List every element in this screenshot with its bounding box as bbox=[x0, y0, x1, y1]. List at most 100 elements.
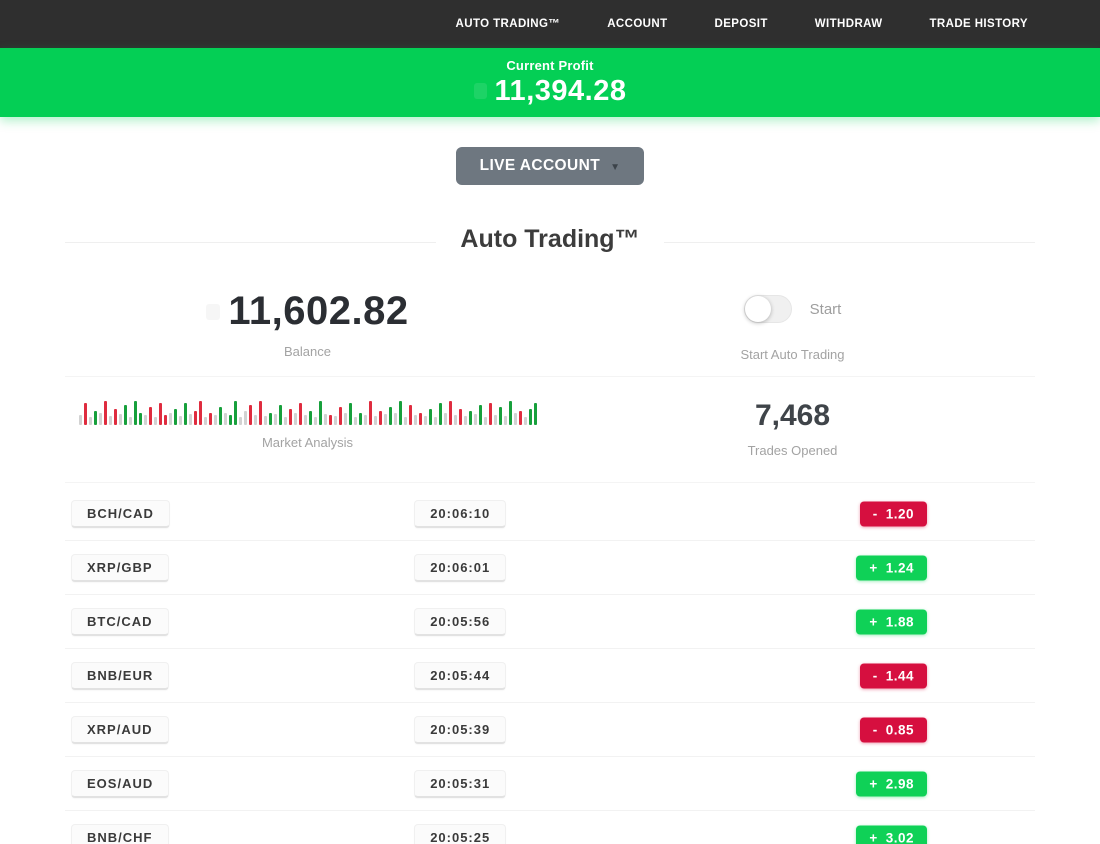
trade-row: BNB/EUR 20:05:44 - 1.44 bbox=[65, 649, 1035, 703]
market-analysis-label: Market Analysis bbox=[261, 435, 354, 450]
market-bar bbox=[443, 413, 447, 425]
market-bar bbox=[258, 401, 262, 425]
trade-pair-pill: XRP/AUD bbox=[71, 715, 169, 744]
market-bar bbox=[283, 417, 287, 425]
market-bar bbox=[528, 409, 532, 425]
trade-row: BCH/CAD 20:06:10 - 1.20 bbox=[65, 487, 1035, 541]
trade-row: XRP/AUD 20:05:39 - 0.85 bbox=[65, 703, 1035, 757]
market-bar bbox=[233, 401, 237, 425]
market-bar bbox=[368, 401, 372, 425]
market-bar bbox=[198, 401, 202, 425]
trade-time-pill: 20:05:44 bbox=[414, 661, 507, 690]
market-bar bbox=[513, 413, 517, 425]
trade-result-sign: + bbox=[869, 560, 878, 575]
market-bar bbox=[333, 416, 337, 425]
market-bar bbox=[228, 415, 232, 425]
nav-item-trade-history[interactable]: TRADE HISTORY bbox=[929, 18, 1028, 30]
nav-item-withdraw[interactable]: WITHDRAW bbox=[814, 18, 883, 30]
market-bar bbox=[318, 401, 322, 425]
market-bar bbox=[418, 413, 422, 425]
market-bar bbox=[463, 416, 467, 425]
start-auto-trading-toggle[interactable] bbox=[743, 295, 792, 323]
market-bar bbox=[508, 401, 512, 425]
trades-opened-value: 7,468 bbox=[754, 399, 831, 432]
market-bar bbox=[358, 413, 362, 425]
market-bar bbox=[188, 414, 192, 425]
trade-result-amount: 0.85 bbox=[885, 722, 914, 737]
trade-row: EOS/AUD 20:05:31 + 2.98 bbox=[65, 757, 1035, 811]
market-bar bbox=[108, 416, 112, 425]
balance-label: Balance bbox=[284, 344, 331, 359]
market-bar bbox=[88, 417, 92, 425]
market-bar bbox=[193, 411, 197, 425]
trade-result-amount: 1.44 bbox=[885, 668, 914, 683]
market-bar bbox=[338, 407, 342, 425]
start-toggle-label: Start bbox=[809, 300, 842, 318]
balance-stat: 11,602.82 Balance bbox=[65, 259, 550, 377]
market-bar bbox=[253, 415, 257, 425]
trade-result-badge: + 3.02 bbox=[856, 825, 927, 844]
market-bar bbox=[203, 417, 207, 425]
trade-result-amount: 2.98 bbox=[885, 776, 914, 791]
market-bar bbox=[308, 411, 312, 425]
live-account-dropdown-button[interactable]: LIVE ACCOUNT ▼ bbox=[455, 147, 645, 185]
market-bar bbox=[208, 413, 212, 425]
current-profit-banner: Current Profit 11,394.28 bbox=[0, 48, 1100, 117]
trade-result-amount: 1.88 bbox=[885, 614, 914, 629]
toggle-knob[interactable] bbox=[744, 296, 771, 322]
market-bar bbox=[468, 411, 472, 425]
faint-currency-artifact bbox=[206, 304, 220, 320]
trade-result-badge: + 1.24 bbox=[856, 555, 927, 580]
trade-result-amount: 1.20 bbox=[885, 506, 914, 521]
faint-currency-artifact bbox=[473, 83, 487, 99]
market-bar bbox=[93, 411, 97, 425]
nav-item-auto-trading[interactable]: AUTO TRADING™ bbox=[455, 18, 561, 30]
market-bar bbox=[498, 407, 502, 425]
market-bar bbox=[273, 414, 277, 425]
market-analysis-bar-chart bbox=[65, 399, 550, 425]
market-bar bbox=[383, 414, 387, 425]
market-bar bbox=[408, 405, 412, 425]
market-bar bbox=[378, 411, 382, 425]
trade-row: BNB/CHF 20:05:25 + 3.02 bbox=[65, 811, 1035, 844]
market-bar bbox=[133, 401, 137, 425]
trades-opened-label: Trades Opened bbox=[747, 443, 838, 458]
trade-pair-pill: BTC/CAD bbox=[71, 607, 169, 636]
market-bar bbox=[158, 403, 162, 425]
market-bar bbox=[298, 403, 302, 425]
market-bar bbox=[393, 413, 397, 425]
market-bar bbox=[518, 411, 522, 425]
market-bar bbox=[98, 413, 102, 425]
trade-pair-pill: BNB/EUR bbox=[71, 661, 170, 690]
current-profit-value: 11,394.28 bbox=[494, 74, 627, 107]
market-bar bbox=[373, 416, 377, 425]
trade-result-sign: + bbox=[869, 776, 878, 791]
market-bar bbox=[278, 405, 282, 425]
trade-time-pill: 20:05:31 bbox=[414, 769, 507, 798]
trade-row: BTC/CAD 20:05:56 + 1.88 bbox=[65, 595, 1035, 649]
market-bar bbox=[118, 414, 122, 425]
market-bar bbox=[313, 417, 317, 425]
balance-value: 11,602.82 bbox=[206, 289, 408, 334]
trade-result-badge: + 1.88 bbox=[856, 609, 927, 634]
current-profit-label: Current Profit bbox=[506, 57, 594, 73]
trade-result-sign: - bbox=[872, 722, 878, 737]
market-bar bbox=[238, 417, 242, 425]
market-bar bbox=[478, 405, 482, 425]
market-bar bbox=[348, 403, 352, 425]
market-bar bbox=[268, 413, 272, 425]
nav-item-account[interactable]: ACCOUNT bbox=[607, 18, 668, 30]
trade-pair-pill: EOS/AUD bbox=[71, 769, 170, 798]
market-bar bbox=[448, 401, 452, 425]
trade-result-sign: + bbox=[869, 830, 878, 844]
market-bar bbox=[83, 403, 87, 425]
market-bar bbox=[288, 409, 292, 425]
trade-result-badge: - 0.85 bbox=[859, 717, 927, 742]
market-bar bbox=[128, 417, 132, 425]
trade-result-badge: - 1.44 bbox=[859, 663, 927, 688]
nav-item-deposit[interactable]: DEPOSIT bbox=[714, 18, 768, 30]
trade-time-pill: 20:06:10 bbox=[414, 499, 507, 528]
market-bar bbox=[248, 405, 252, 425]
trade-time-pill: 20:05:39 bbox=[414, 715, 507, 744]
market-bar bbox=[143, 415, 147, 425]
